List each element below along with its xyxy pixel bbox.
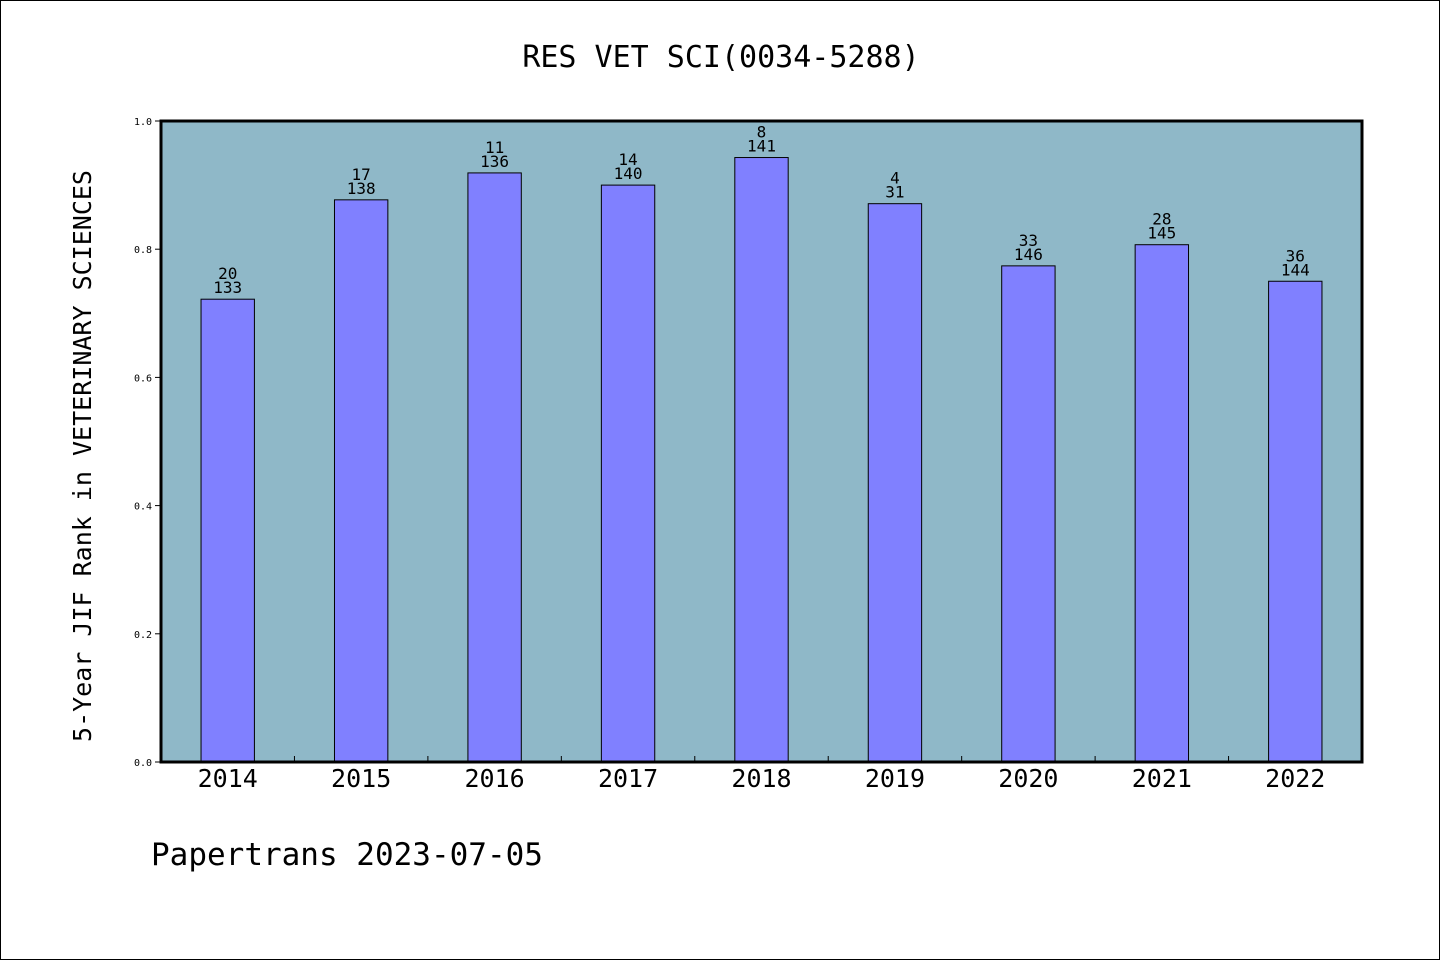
bar-rank-label: 17 [352, 165, 371, 184]
x-tick-label: 2017 [598, 764, 658, 793]
x-axis: 2014 2015 2016 2017 2018 2019 2020 2021 2022 [198, 756, 1325, 793]
x-tick-label: 2016 [465, 764, 525, 793]
bar-rank-label: 14 [618, 150, 637, 169]
x-tick-label: 2022 [1265, 764, 1325, 793]
x-tick-label: 2014 [198, 764, 258, 793]
y-tick-label: 0.4 [134, 502, 152, 513]
bar-rank-label: 11 [485, 138, 504, 157]
bar [1268, 280, 1323, 763]
bar-total-label: 138 [347, 179, 376, 198]
bar [600, 184, 656, 763]
bar-rank-label: 20 [218, 264, 237, 283]
y-tick-label: 0.2 [134, 630, 152, 641]
bar [1001, 265, 1056, 763]
y-axis: 0.0 0.2 0.4 0.6 0.8 1.0 [134, 117, 161, 769]
y-tick-label: 0.8 [134, 245, 152, 256]
bar [734, 157, 789, 763]
x-tick-label: 2018 [731, 764, 791, 793]
bar-total-label: 140 [614, 164, 643, 183]
y-tick-label: 1.0 [134, 117, 152, 128]
bar-rank-label: 36 [1286, 246, 1305, 265]
bar-rank-label: 4 [890, 169, 900, 188]
bars-layer [200, 157, 1323, 763]
plot-border [159, 119, 1364, 764]
bar-total-label: 145 [1147, 224, 1176, 243]
bar-rank-label: 8 [757, 123, 767, 142]
bar-total-label: 144 [1281, 260, 1310, 279]
y-tick-label: 0.6 [134, 373, 152, 384]
x-tick-label: 2015 [331, 764, 391, 793]
y-tick-label: 0.0 [134, 758, 152, 769]
x-tick-label: 2020 [998, 764, 1058, 793]
x-tick-label: 2019 [865, 764, 925, 793]
y-axis-label: 5-Year JIF Rank in VETERINARY SCIENCES [68, 170, 97, 742]
x-tick-label: 2021 [1132, 764, 1192, 793]
bar-total-label: 141 [747, 137, 776, 156]
bar-rank-label: 28 [1152, 210, 1171, 229]
bar-total-label: 31 [885, 183, 904, 202]
bar-rank-label: 33 [1019, 231, 1038, 250]
bar [867, 203, 923, 763]
footer-credit: Papertrans 2023-07-05 [151, 837, 543, 873]
bar-total-label: 146 [1014, 245, 1043, 264]
bar [1134, 244, 1190, 763]
bar-total-label: 136 [480, 152, 509, 171]
bar [200, 298, 255, 763]
chart-title: RES VET SCI(0034-5288) [522, 40, 919, 75]
bar-total-label: 133 [213, 278, 242, 297]
bar [467, 172, 522, 763]
bar [333, 199, 389, 763]
